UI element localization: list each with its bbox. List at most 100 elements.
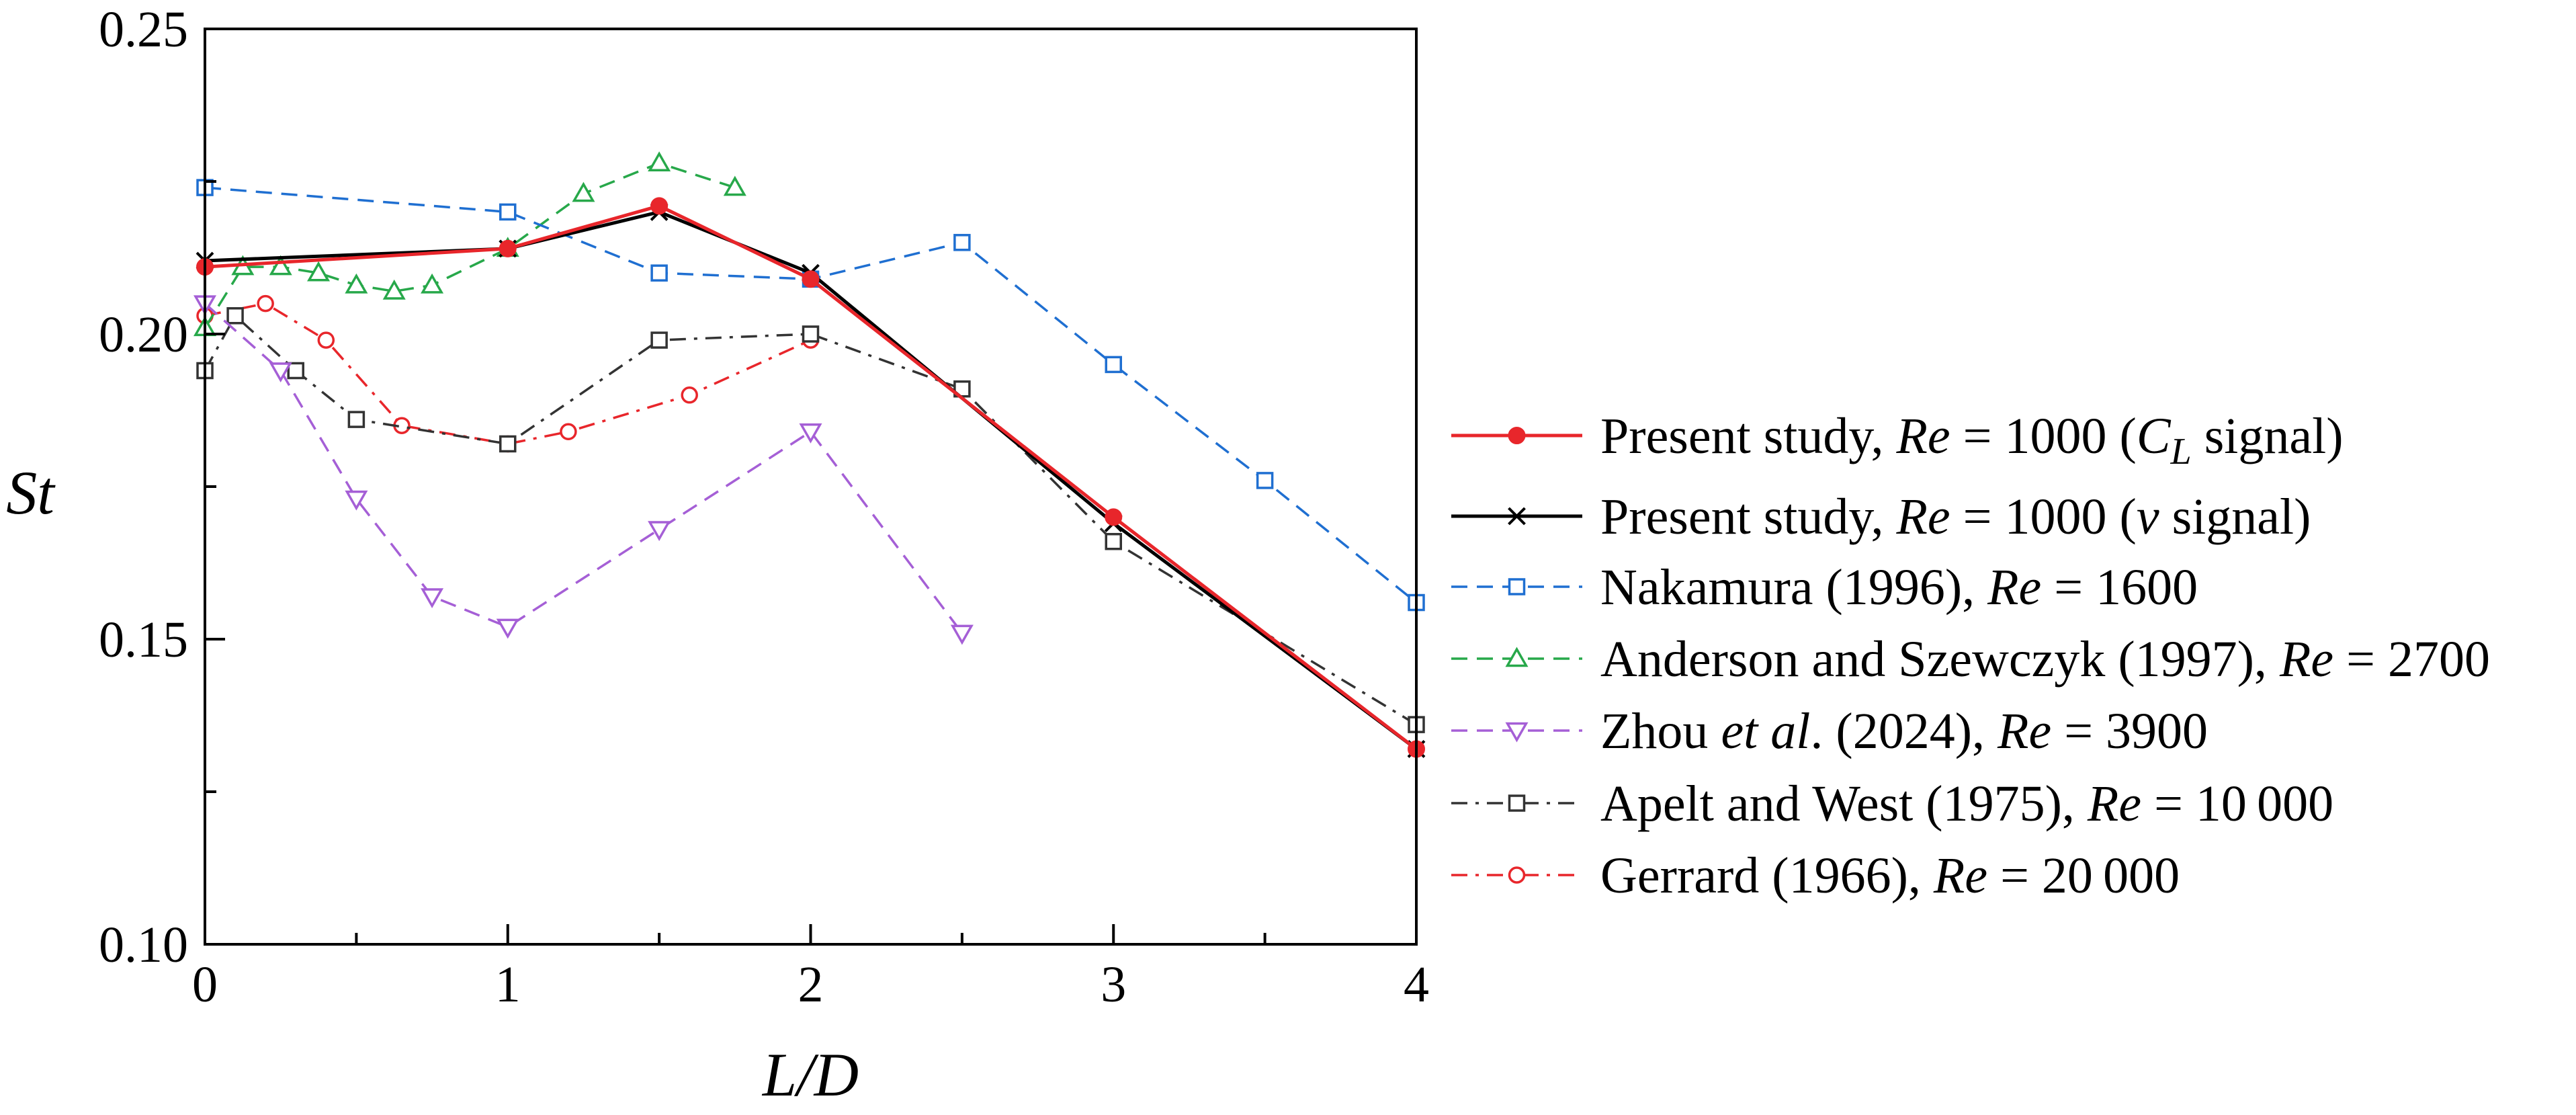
legend-label-part: = 1000 ( — [1950, 408, 2137, 464]
legend-label: Anderson and Szewczyk (1997), Re = 2700 — [1600, 631, 2490, 688]
legend-marker — [1508, 427, 1526, 444]
data-point — [499, 435, 517, 453]
legend-label-part: Re — [1896, 489, 1950, 545]
legend-label: Nakamura (1996), Re = 1600 — [1600, 559, 2198, 616]
data-point — [345, 490, 368, 511]
legend-label-part: Apelt and West (1975), — [1600, 776, 2088, 832]
data-point — [269, 362, 292, 383]
legend-label-part: = 2700 — [2333, 631, 2490, 688]
legend-label-part: Gerrard (1966), — [1600, 848, 1934, 904]
legend-marker — [1505, 647, 1529, 667]
data-point — [496, 618, 519, 639]
legend-label-part: Re — [1987, 559, 2041, 616]
data-point — [650, 331, 668, 349]
data-point — [723, 175, 746, 196]
legend-label-part: = 3900 — [2051, 703, 2208, 759]
plot-frame — [204, 28, 1418, 946]
legend-marker — [1508, 578, 1526, 595]
series-line — [204, 161, 736, 329]
legend-label-part: Re — [1933, 848, 1987, 904]
legend-label-part: = 20 000 — [1987, 848, 2180, 904]
data-point — [1105, 356, 1122, 374]
legend-label-part: et al — [1721, 703, 1810, 759]
series-line — [204, 186, 1418, 604]
data-point — [1256, 472, 1274, 489]
data-point — [650, 264, 668, 282]
legend-label-part: Re — [2087, 776, 2141, 832]
legend-label: Present study, Re = 1000 (v signal) — [1600, 489, 2311, 545]
data-point — [345, 273, 368, 294]
legend-entry: Gerrard (1966), Re = 20 000 — [1451, 848, 2180, 904]
data-point — [681, 386, 698, 404]
y-tick-label: 0.20 — [99, 306, 188, 363]
legend-label-part: Re — [1997, 703, 2051, 759]
legend-label-part: signal) — [2192, 408, 2344, 464]
y-axis-label: St — [6, 458, 56, 527]
data-point — [257, 294, 274, 313]
legend-label-part: Re — [2279, 631, 2333, 688]
data-point — [1105, 532, 1122, 550]
series-3 — [193, 151, 746, 337]
data-point — [572, 181, 595, 202]
data-point — [347, 411, 366, 428]
legend-label: Apelt and West (1975), Re = 10 000 — [1600, 776, 2333, 832]
legend-label-part: Present study, — [1600, 489, 1897, 545]
legend-label-part: C — [2137, 408, 2172, 464]
legend: Present study, Re = 1000 (CL signal)Pres… — [1451, 408, 2490, 904]
data-point — [287, 362, 304, 380]
series-line — [204, 204, 1418, 751]
series-line — [204, 313, 1417, 726]
y-tick-label: 0.15 — [99, 612, 188, 668]
legend-label-part: Re — [1896, 408, 1950, 464]
data-point — [648, 151, 671, 172]
data-point — [648, 521, 671, 542]
legend-label-part: Nakamura (1996), — [1600, 559, 1987, 616]
legend-marker — [1505, 722, 1529, 743]
legend-label-part: = 1600 — [2041, 559, 2198, 616]
legend-label-part: Present study, — [1600, 408, 1897, 464]
legend-entry: Zhou et al. (2024), Re = 3900 — [1451, 703, 2208, 759]
series-line — [204, 302, 963, 634]
x-tick-label: 1 — [495, 956, 521, 1013]
data-point — [421, 273, 444, 294]
data-point — [317, 331, 335, 349]
legend-label-part: Anderson and Szewczyk (1997), — [1600, 631, 2280, 688]
data-point — [421, 588, 444, 608]
legend-label: Gerrard (1966), Re = 20 000 — [1600, 848, 2180, 904]
data-point — [499, 203, 517, 221]
data-point — [650, 197, 669, 215]
legend-marker — [1508, 866, 1526, 884]
data-point — [307, 261, 331, 282]
data-point — [382, 279, 406, 300]
legend-label-part: Zhou — [1600, 703, 1721, 759]
x-axis-label: L/D — [761, 1040, 859, 1109]
y-tick-label: 0.10 — [99, 917, 188, 973]
y-tick-label: 0.25 — [99, 1, 188, 58]
data-point — [560, 423, 577, 441]
data-point — [802, 325, 820, 343]
x-tick-label: 0 — [192, 956, 218, 1013]
data-point — [226, 307, 244, 325]
legend-label-part: v — [2137, 489, 2159, 545]
series-line — [204, 210, 1418, 751]
legend-label: Zhou et al. (2024), Re = 3900 — [1600, 703, 2208, 759]
data-point — [1105, 508, 1123, 526]
legend-entry: Anderson and Szewczyk (1997), Re = 2700 — [1451, 631, 2490, 688]
x-tick-label: 4 — [1404, 956, 1429, 1013]
data-point — [269, 255, 292, 276]
legend-label-part: signal) — [2159, 489, 2311, 545]
legend-marker — [1508, 794, 1526, 812]
series-4 — [193, 295, 974, 645]
legend-label-part: . (2024), — [1810, 703, 1998, 759]
data-point — [802, 270, 820, 288]
series-layer — [193, 151, 1426, 758]
legend-label-part: L — [2170, 431, 2192, 472]
series-2 — [196, 179, 1425, 612]
x-tick-label: 2 — [798, 956, 824, 1013]
data-point — [499, 239, 517, 257]
ticks-layer: 0 1 2 3 4 0.10 0.15 0.20 0.25 — [99, 1, 1429, 1013]
series-5 — [196, 307, 1425, 733]
series-0 — [196, 197, 1425, 758]
